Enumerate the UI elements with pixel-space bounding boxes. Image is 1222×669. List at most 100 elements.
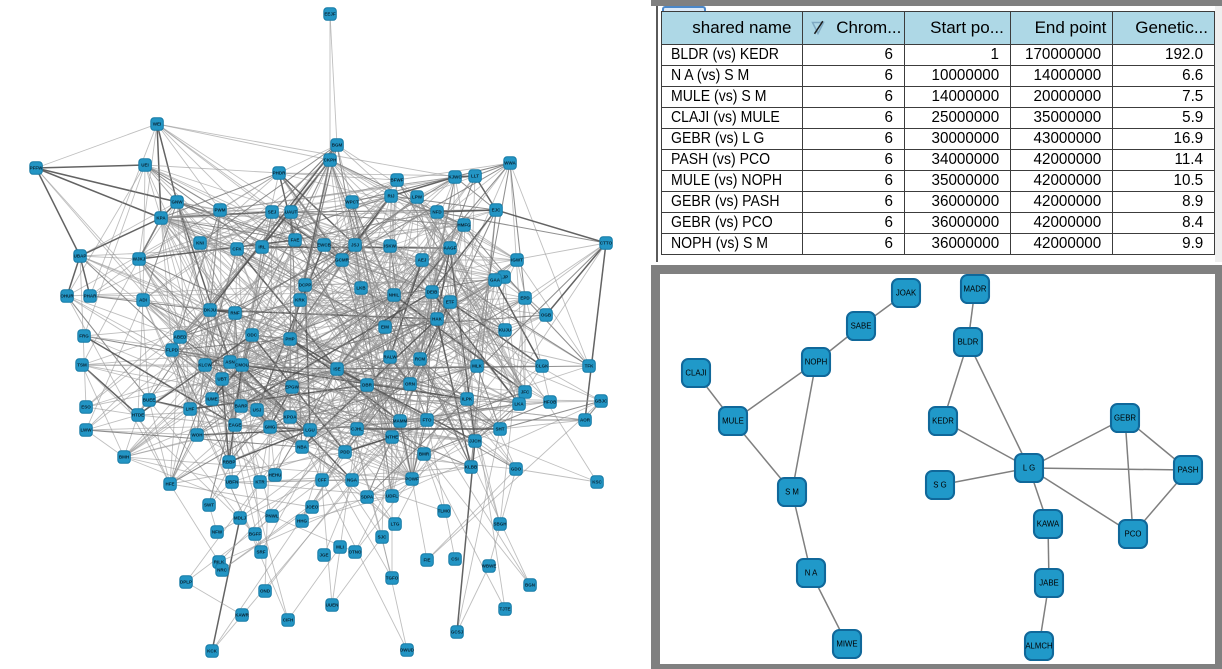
svg-text:MLK: MLK	[472, 364, 482, 369]
svg-text:NOPH: NOPH	[805, 358, 828, 367]
svg-text:LJP: LJP	[500, 275, 508, 280]
svg-text:FTO: FTO	[423, 418, 432, 423]
svg-text:BFWF: BFWF	[391, 178, 404, 183]
svg-text:EIM: EIM	[381, 325, 389, 330]
svg-text:DWUD: DWUD	[400, 648, 415, 653]
svg-text:JFC: JFC	[521, 390, 530, 395]
svg-text:HFOB: HFOB	[544, 400, 557, 405]
svg-text:BGN: BGN	[525, 583, 535, 588]
svg-text:WOH: WOH	[192, 433, 203, 438]
svg-text:CFK: CFK	[232, 247, 242, 252]
svg-text:TGFO: TGFO	[386, 576, 399, 581]
svg-text:WWA: WWA	[504, 161, 516, 166]
svg-text:LPW: LPW	[412, 195, 423, 200]
svg-text:MADR: MADR	[964, 285, 987, 294]
svg-text:RCM: RCM	[415, 357, 425, 362]
svg-text:MULE: MULE	[722, 417, 744, 426]
svg-text:CLAJI: CLAJI	[685, 369, 706, 378]
svg-text:BMH: BMH	[119, 455, 129, 460]
svg-text:KPA: KPA	[156, 216, 166, 221]
svg-text:CMOU: CMOU	[235, 363, 249, 368]
svg-text:SJC: SJC	[378, 535, 388, 540]
svg-text:POWF: POWF	[405, 477, 419, 482]
svg-text:ORN: ORN	[405, 382, 415, 387]
svg-text:IGWT: IGWT	[511, 258, 523, 263]
svg-text:LKB: LKB	[356, 286, 366, 291]
svg-text:UAUT: UAUT	[285, 210, 298, 215]
svg-text:KEDR: KEDR	[932, 417, 954, 426]
svg-text:LLT: LLT	[471, 174, 479, 179]
svg-text:CJHL: CJHL	[351, 427, 363, 432]
svg-text:SEJ: SEJ	[268, 210, 277, 215]
svg-text:SBGH: SBGH	[493, 522, 506, 527]
svg-text:NTHE: NTHE	[386, 435, 398, 440]
svg-text:MIWE: MIWE	[836, 640, 857, 649]
svg-text:KLBB: KLBB	[465, 465, 478, 470]
svg-text:OTNO: OTNO	[349, 550, 362, 555]
svg-text:L G: L G	[1023, 464, 1035, 473]
svg-text:WPCT: WPCT	[345, 200, 358, 205]
svg-text:PFFW: PFFW	[30, 166, 43, 171]
svg-text:PHDR: PHDR	[273, 171, 287, 176]
svg-text:LHF: LHF	[186, 407, 195, 412]
svg-text:KJWC: KJWC	[448, 175, 462, 180]
svg-text:EEJF: EEJF	[324, 12, 336, 17]
svg-text:PWM: PWM	[215, 208, 226, 213]
svg-text:FIE: FIE	[423, 558, 430, 563]
svg-text:UBAP: UBAP	[74, 254, 87, 259]
svg-text:CFF: CFF	[318, 478, 327, 483]
svg-text:ODC: ODC	[247, 333, 258, 338]
svg-text:CSI: CSI	[451, 557, 459, 562]
svg-text:ISKW: ISKW	[384, 244, 397, 249]
svg-text:GBJC: GBJC	[595, 399, 608, 404]
svg-text:RALW: RALW	[383, 355, 397, 360]
svg-text:WJKJ: WJKJ	[133, 257, 146, 262]
svg-text:TJTE: TJTE	[499, 607, 510, 612]
svg-text:PNWL: PNWL	[265, 514, 278, 519]
svg-text:HAK: HAK	[432, 317, 442, 322]
svg-text:EWCB: EWCB	[317, 243, 331, 248]
svg-text:NHIL: NHIL	[389, 293, 400, 298]
svg-text:ABED: ABED	[174, 335, 188, 340]
svg-text:MLI: MLI	[336, 545, 344, 550]
svg-text:WBWE: WBWE	[482, 564, 497, 569]
svg-text:JJCH: JJCH	[469, 439, 481, 444]
svg-text:S M: S M	[785, 488, 799, 497]
svg-text:DEIB: DEIB	[427, 290, 439, 295]
svg-text:SWT: SWT	[204, 503, 214, 508]
svg-text:ILPK: ILPK	[462, 397, 473, 402]
svg-text:HHG: HHG	[297, 519, 307, 524]
svg-text:HFE: HFE	[166, 482, 175, 487]
svg-text:GCSJ: GCSJ	[451, 630, 464, 635]
svg-text:AEJ: AEJ	[418, 258, 427, 263]
svg-text:BGM: BGM	[332, 143, 343, 148]
svg-text:LTG: LTG	[391, 522, 400, 527]
svg-text:GAA: GAA	[490, 278, 501, 283]
svg-text:HEHU: HEHU	[269, 473, 282, 478]
svg-text:OND: OND	[260, 589, 271, 594]
svg-text:OGB: OGB	[541, 313, 552, 318]
svg-text:EPD: EPD	[520, 296, 530, 301]
svg-text:DPLP: DPLP	[180, 580, 192, 585]
svg-text:NRC: NRC	[217, 568, 227, 573]
svg-text:HTDE: HTDE	[132, 413, 144, 418]
svg-text:KUJU: KUJU	[499, 328, 511, 333]
svg-text:FLPD: FLPD	[166, 348, 178, 353]
svg-text:IUME: IUME	[206, 397, 217, 402]
svg-text:ESO: ESO	[81, 405, 91, 410]
svg-text:LWW: LWW	[81, 428, 93, 433]
svg-text:DKJU: DKJU	[204, 308, 216, 313]
svg-text:KNI: KNI	[196, 241, 204, 246]
svg-text:JABE: JABE	[1039, 579, 1059, 588]
svg-text:PHP: PHP	[285, 337, 294, 342]
svg-text:LKA: LKA	[514, 402, 524, 407]
svg-text:PDD: PDD	[340, 450, 350, 455]
svg-text:NFW: NFW	[212, 530, 223, 535]
svg-text:KPOA: KPOA	[283, 415, 297, 420]
svg-text:JOEO: JOEO	[306, 505, 319, 510]
svg-text:KTR: KTR	[255, 480, 265, 485]
svg-text:NFD: NFD	[432, 210, 442, 215]
svg-text:WEI: WEI	[153, 122, 162, 127]
svg-text:KAWA: KAWA	[1037, 520, 1060, 529]
svg-text:BMR: BMR	[419, 452, 430, 457]
